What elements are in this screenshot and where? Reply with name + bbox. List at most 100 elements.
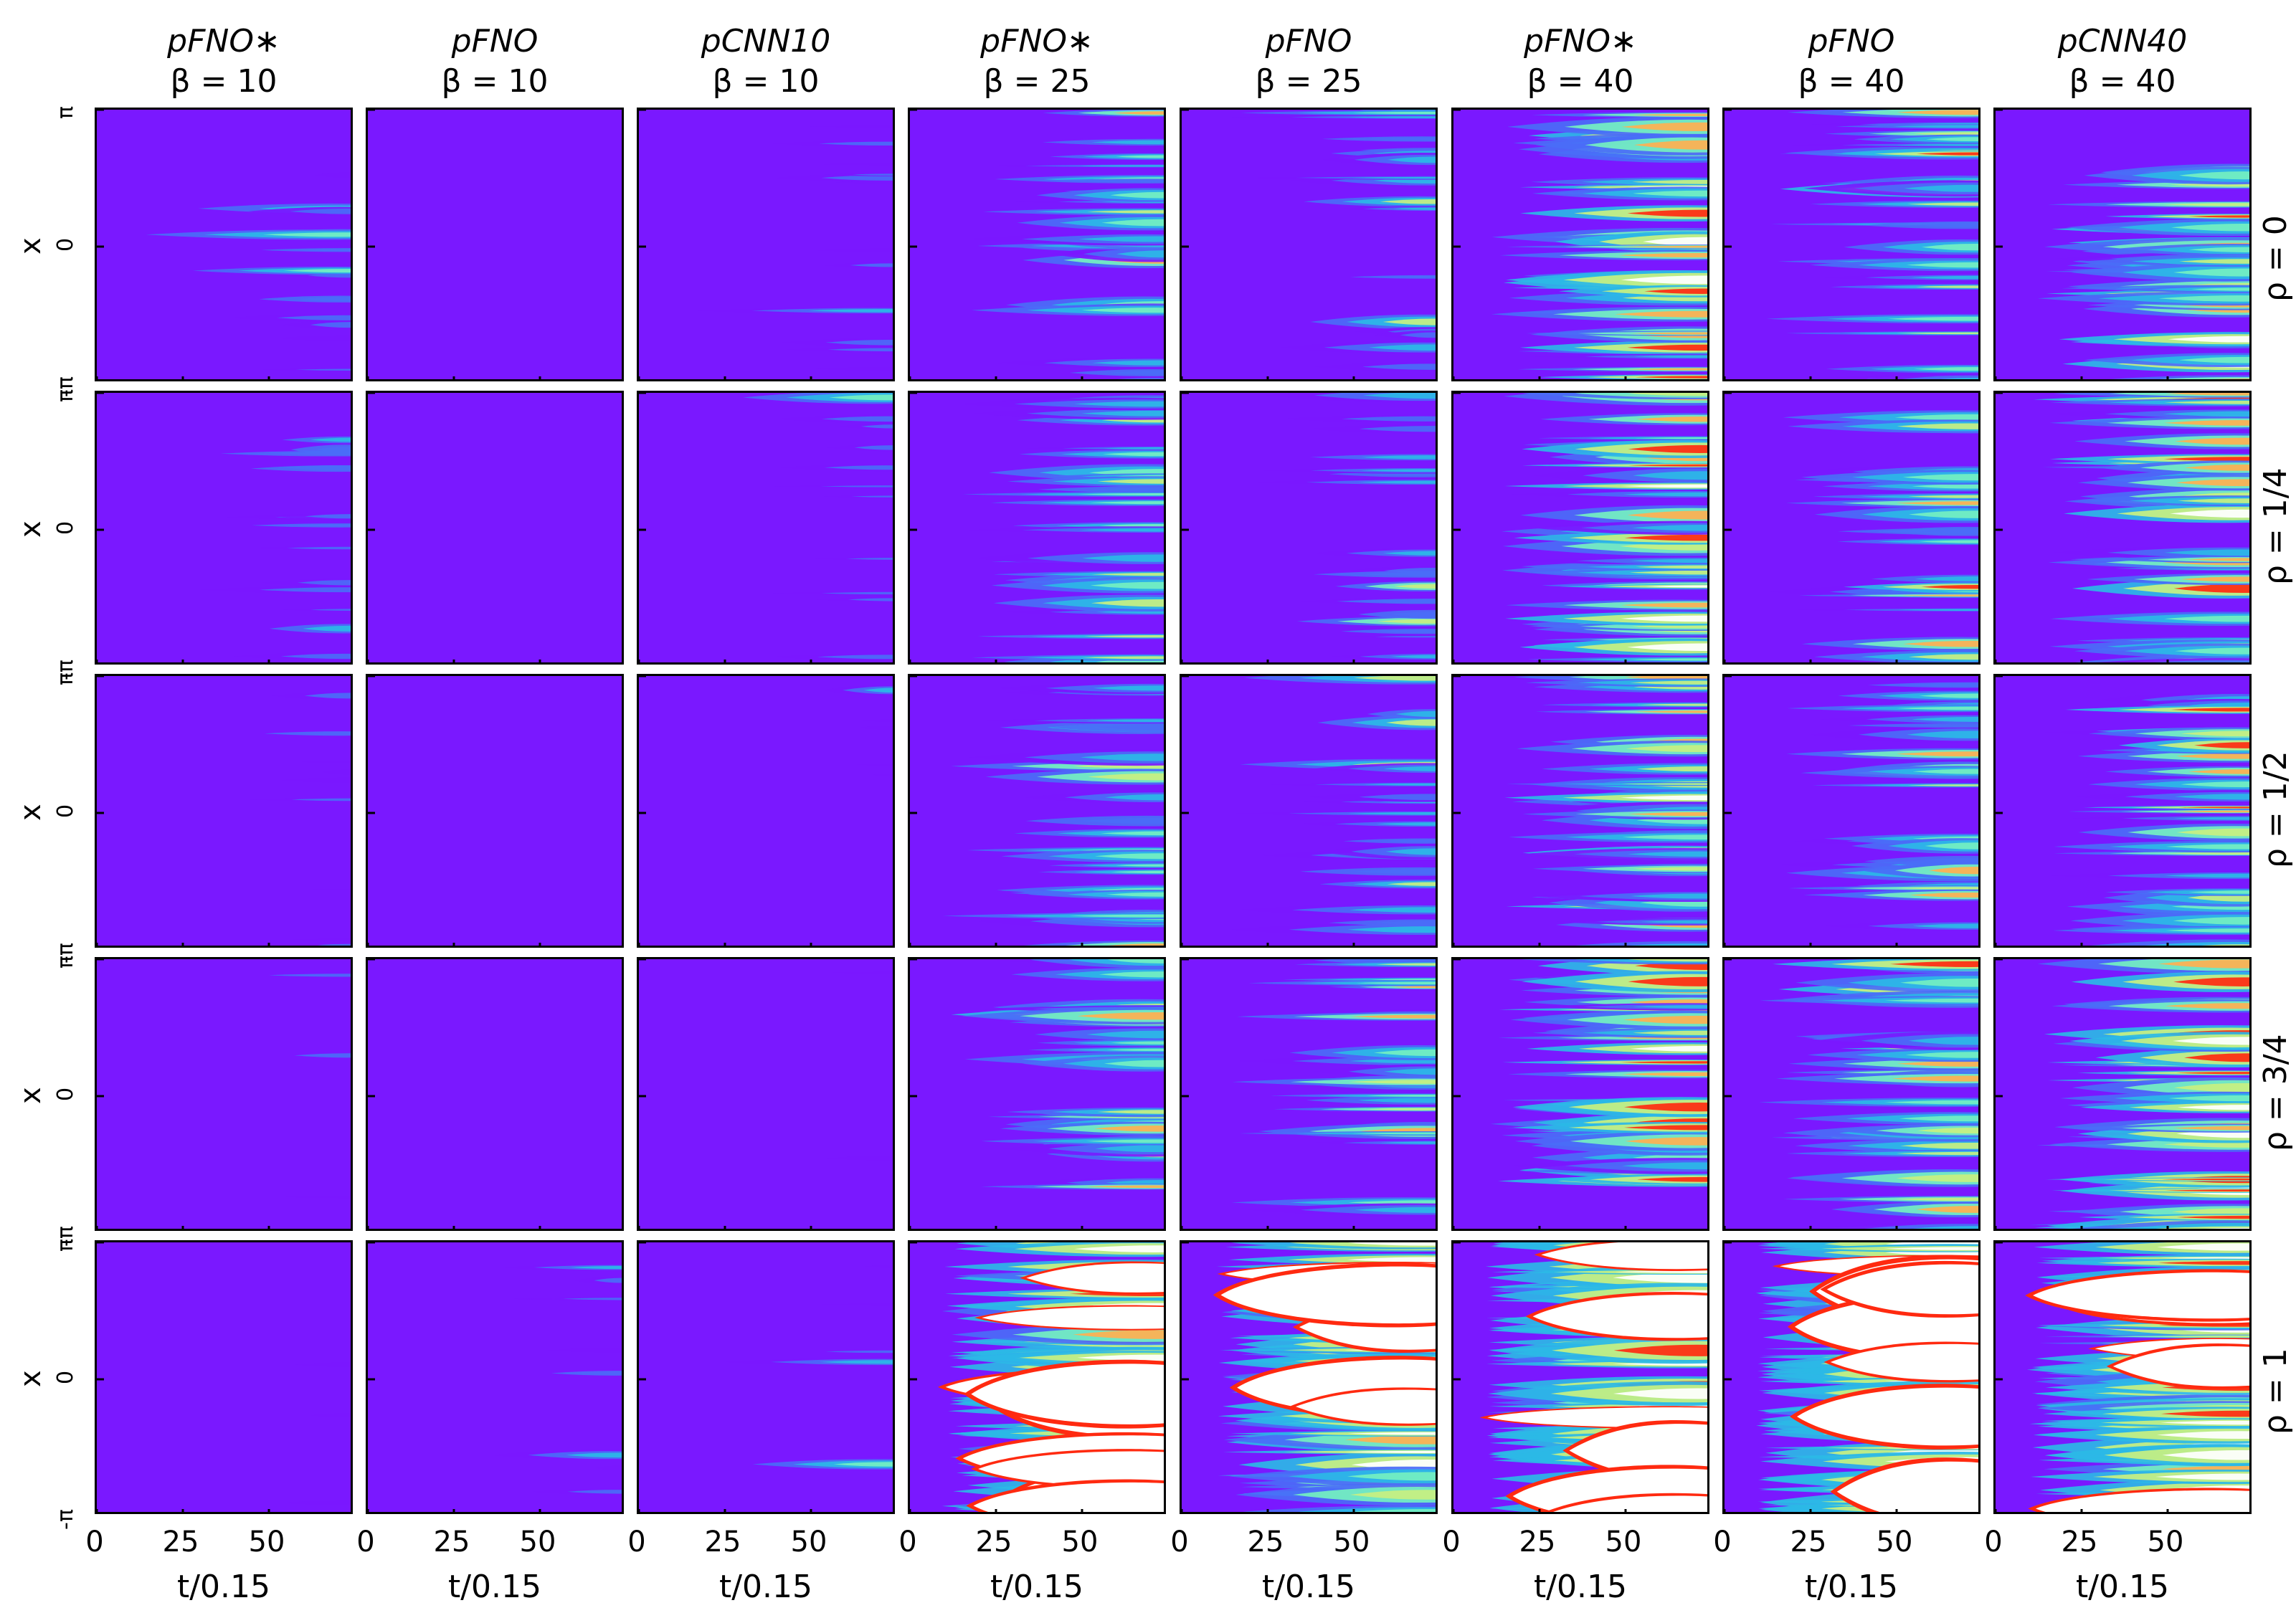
y-tick-label: 0 — [53, 804, 78, 818]
heatmap-streak — [1107, 943, 1164, 946]
heatmap-streak — [2172, 1037, 2249, 1045]
heatmap-streak — [2156, 1431, 2249, 1440]
x-axis-label: t/0.15 — [1804, 1569, 1899, 1605]
heatmap-streak — [1614, 310, 1707, 318]
heatmap-streak — [2176, 1215, 2249, 1219]
heatmap-streak — [1621, 275, 1707, 285]
heatmap-streak — [1081, 410, 1164, 417]
heatmap-streak — [1621, 245, 1707, 248]
heatmap-streak — [1347, 1432, 1436, 1435]
saturated-region — [2033, 1272, 2249, 1319]
heatmap-streak — [2170, 509, 2249, 518]
heatmap-canvas — [1996, 959, 2249, 1229]
heatmap-streak — [1116, 155, 1164, 158]
heatmap-streak — [595, 1465, 622, 1471]
heatmap-streak — [546, 1348, 622, 1353]
heatmap-streak — [1633, 355, 1707, 358]
heatmap-streak — [2162, 1450, 2249, 1460]
heatmap-streak — [1627, 510, 1707, 520]
heatmap-streak — [1890, 961, 1978, 967]
heatmap-streak — [2165, 928, 2249, 933]
heatmap-streak — [2188, 215, 2249, 218]
model-name: pFNO∗ — [1524, 23, 1637, 60]
heatmap-background — [368, 1242, 622, 1512]
heatmap-streak — [1360, 455, 1436, 460]
heatmap-streak — [1348, 1080, 1436, 1084]
heatmap-streak — [1390, 655, 1436, 659]
heatmap-streak — [1621, 783, 1707, 785]
column-title: pCNN10 β = 10 — [637, 22, 895, 102]
heatmap-streak — [1393, 207, 1436, 210]
heatmap-streak — [304, 693, 351, 699]
heatmap-streak — [1360, 469, 1436, 472]
heatmap-streak — [2157, 1243, 2249, 1251]
heatmap-streak — [1912, 683, 1978, 687]
heatmap-streak — [1077, 493, 1164, 495]
heatmap-streak — [1907, 784, 1978, 786]
heatmap-canvas — [910, 110, 1164, 379]
heatmap-canvas — [97, 393, 351, 662]
heatmap-streak — [1636, 766, 1707, 772]
heatmap-streak — [825, 971, 893, 974]
heatmap-panel — [1993, 674, 2252, 948]
x-tick-label: 25 — [162, 1526, 199, 1559]
heatmap-streak — [294, 1053, 351, 1058]
heatmap-streak — [1906, 262, 1978, 268]
heatmap-streak — [1077, 1354, 1164, 1361]
heatmap-streak — [2176, 753, 2249, 759]
column-title: pCNN40 β = 40 — [1993, 22, 2252, 102]
heatmap-streak — [1632, 113, 1707, 116]
heatmap-streak — [1090, 581, 1164, 589]
x-tick-label: 0 — [1713, 1526, 1732, 1559]
heatmap-streak — [1896, 1151, 1978, 1156]
heatmap-streak — [1637, 703, 1707, 706]
heatmap-streak — [2158, 1261, 2249, 1265]
column-title: pFNO∗ β = 10 — [95, 22, 353, 102]
heatmap-panel — [637, 391, 895, 665]
heatmap-streak — [1619, 1061, 1707, 1064]
heatmap-streak — [272, 452, 351, 456]
heatmap-panel — [95, 391, 353, 665]
heatmap-streak — [1623, 1015, 1707, 1024]
heatmap-streak — [1644, 288, 1707, 294]
heatmap-streak — [310, 437, 351, 442]
heatmap-streak — [2159, 1257, 2249, 1260]
heatmap-canvas — [368, 110, 622, 379]
heatmap-panel — [1451, 1240, 1709, 1514]
heatmap-canvas — [910, 1242, 1164, 1512]
heatmap-streak — [1092, 360, 1164, 366]
heatmap-streak — [1358, 480, 1436, 484]
heatmap-streak — [1068, 914, 1164, 918]
x-axis-label: t/0.15 — [176, 1569, 271, 1605]
heatmap-streak — [1379, 629, 1436, 633]
heatmap-canvas — [910, 959, 1164, 1229]
heatmap-canvas — [97, 676, 351, 946]
heatmap-streak — [1395, 710, 1436, 718]
heatmap-streak — [1628, 558, 1707, 563]
heatmap-streak — [1382, 318, 1436, 325]
heatmap-streak — [1370, 979, 1436, 981]
heatmap-streak — [1627, 209, 1707, 217]
heatmap-streak — [1074, 1245, 1164, 1253]
heatmap-streak — [1383, 766, 1436, 771]
heatmap-streak — [1622, 834, 1707, 840]
heatmap-streak — [850, 263, 893, 267]
heatmap-canvas — [1725, 1242, 1978, 1512]
heatmap-streak — [1093, 685, 1164, 691]
heatmap-streak — [1635, 376, 1707, 379]
heatmap-streak — [1631, 893, 1707, 899]
beta-value: β = 40 — [2069, 63, 2176, 100]
x-axis-label: t/0.15 — [2075, 1569, 2170, 1605]
heatmap-background — [368, 676, 622, 946]
heatmap-streak — [1915, 576, 1978, 581]
saturated-region — [1569, 1424, 1707, 1478]
heatmap-panel — [1180, 1240, 1438, 1514]
heatmap-streak — [821, 416, 893, 422]
heatmap-streak — [1081, 308, 1164, 313]
heatmap-canvas — [1996, 676, 2249, 946]
saturated-region — [1553, 1495, 1707, 1512]
heatmap-streak — [2171, 708, 2249, 712]
saturated-region — [1532, 1295, 1707, 1338]
heatmap-canvas — [639, 393, 893, 662]
saturated-region — [1826, 1264, 1978, 1315]
